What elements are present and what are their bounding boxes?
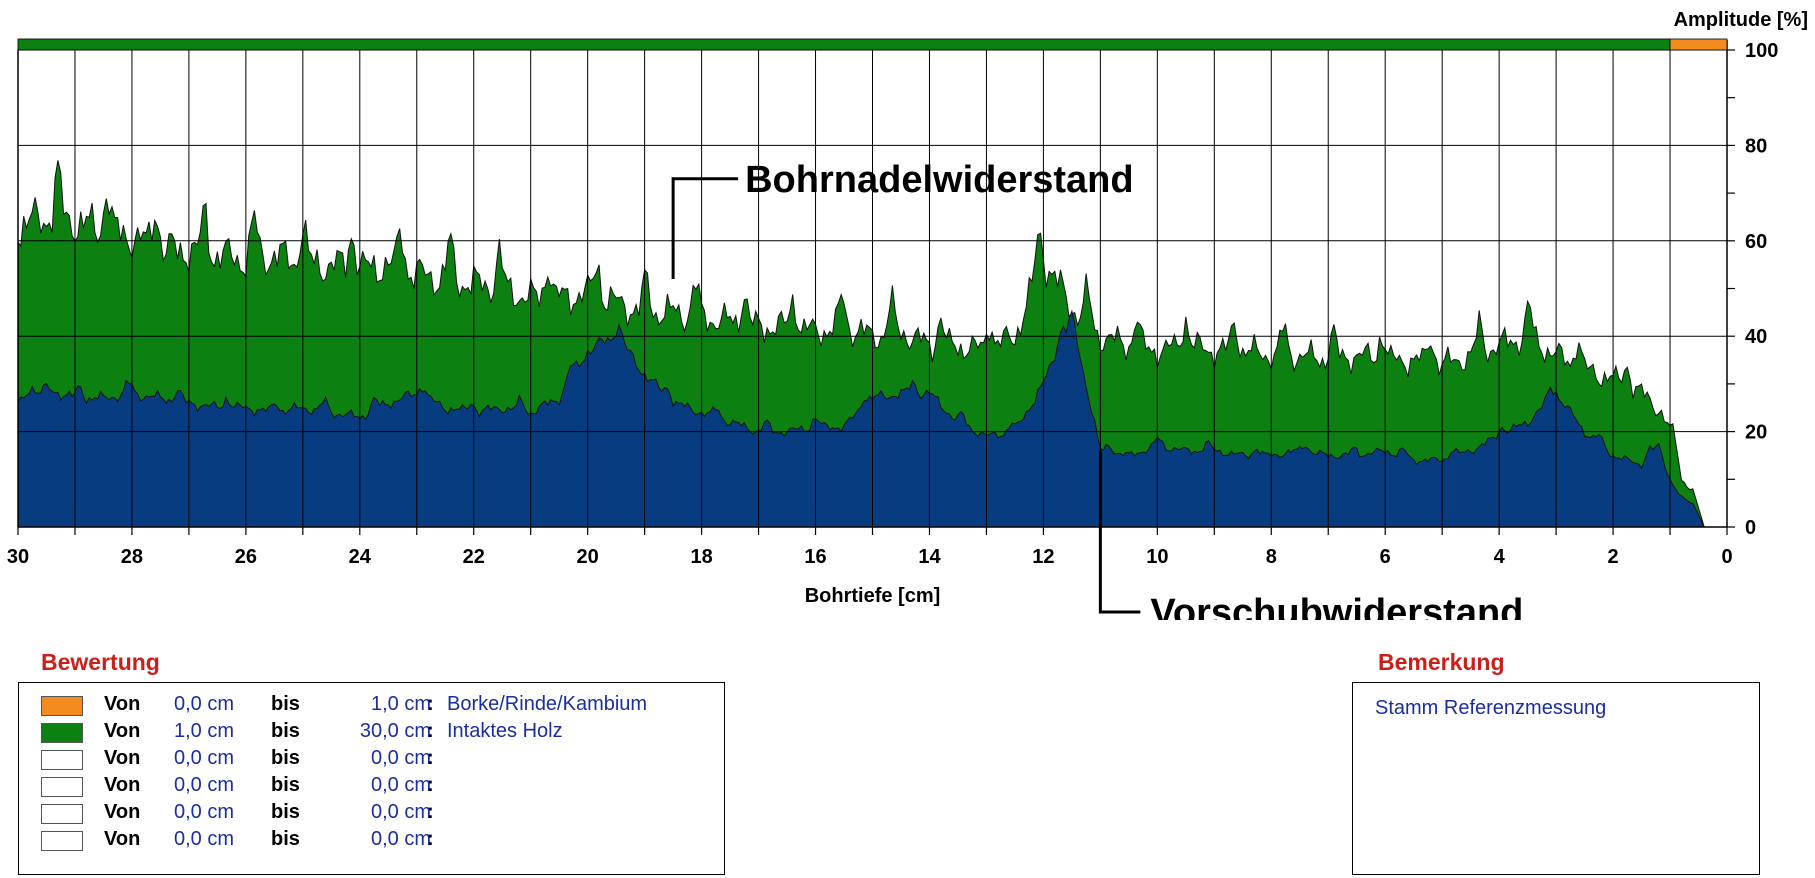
y-tick-label: 0 bbox=[1745, 517, 1756, 539]
annotation-line-drill bbox=[671, 177, 739, 279]
legend-colon: : bbox=[427, 693, 434, 715]
x-tick-label: 26 bbox=[235, 546, 257, 568]
legend-bis-label: bis bbox=[271, 828, 300, 850]
series-area-vorschubwiderstand bbox=[17, 309, 1705, 528]
legend-row: Von 0,0 cm bis 1,0 cm: Borke/Rinde/Kambium bbox=[19, 693, 724, 720]
x-tick-label: 30 bbox=[7, 546, 29, 568]
legend-bis-label: bis bbox=[271, 774, 300, 796]
x-tick-label: 2 bbox=[1608, 546, 1619, 568]
legend-to-value: 0,0 cm bbox=[370, 774, 431, 796]
remark-title: Bemerkung bbox=[1378, 649, 1505, 675]
x-tick-label: 20 bbox=[577, 546, 599, 568]
legend-colon: : bbox=[427, 774, 434, 796]
legend-to-value: 0,0 cm bbox=[370, 828, 431, 850]
top-bar-segment bbox=[17, 38, 1671, 51]
top-bar-segment bbox=[1669, 38, 1728, 51]
legend-row: Von 1,0 cm bis 30,0 cm: Intaktes Holz bbox=[19, 720, 724, 747]
x-tick-label: 24 bbox=[349, 546, 372, 568]
y-tick-label: 80 bbox=[1745, 135, 1767, 157]
legend-von-label: Von bbox=[104, 720, 141, 742]
legend-von-label: Von bbox=[104, 801, 141, 823]
legend-von-label: Von bbox=[104, 774, 141, 796]
y-tick-label: 20 bbox=[1745, 422, 1767, 444]
legend-from-value: 0,0 cm bbox=[174, 693, 235, 715]
legend-swatch bbox=[41, 831, 83, 851]
legend-swatch bbox=[41, 723, 83, 743]
legend-von-label: Von bbox=[104, 747, 141, 769]
legend-row: Von 0,0 cm bis 0,0 cm: bbox=[19, 801, 724, 828]
x-tick-label: 12 bbox=[1032, 546, 1054, 568]
y-axis-label: Amplitude [%] bbox=[1674, 9, 1808, 31]
legend-to-value: 0,0 cm bbox=[370, 801, 431, 823]
legend-swatch bbox=[41, 750, 83, 770]
legend-bis-label: bis bbox=[271, 693, 300, 715]
y-tick-label: 40 bbox=[1745, 326, 1767, 348]
legend-from-value: 0,0 cm bbox=[174, 801, 235, 823]
x-tick-label: 6 bbox=[1380, 546, 1391, 568]
y-tick-label: 100 bbox=[1745, 40, 1778, 62]
legend-swatch bbox=[41, 696, 83, 716]
legend-to-value: 30,0 cm bbox=[359, 720, 431, 742]
legend-to-value: 1,0 cm bbox=[370, 693, 431, 715]
annotation-line-feed bbox=[1098, 450, 1141, 614]
remark-text: Stamm Referenzmessung bbox=[1375, 697, 1607, 719]
legend-to-value: 0,0 cm bbox=[370, 747, 431, 769]
y-tick-label: 60 bbox=[1745, 231, 1767, 253]
annotation-feed: Vorschubwiderstand bbox=[1150, 592, 1523, 620]
legend-description: Borke/Rinde/Kambium bbox=[447, 693, 648, 715]
legend-from-value: 1,0 cm bbox=[174, 720, 235, 742]
x-tick-label: 0 bbox=[1721, 546, 1732, 568]
legend-bis-label: bis bbox=[271, 720, 300, 742]
legend-title: Bewertung bbox=[41, 649, 160, 675]
legend-from-value: 0,0 cm bbox=[174, 828, 235, 850]
legend-swatch bbox=[41, 804, 83, 824]
annotation-drill: Bohrnadelwiderstand bbox=[745, 159, 1134, 201]
x-tick-label: 10 bbox=[1146, 546, 1168, 568]
legend-colon: : bbox=[427, 801, 434, 823]
legend-von-label: Von bbox=[104, 693, 141, 715]
x-tick-label: 16 bbox=[804, 546, 826, 568]
x-tick-label: 18 bbox=[690, 546, 712, 568]
legend-bis-label: bis bbox=[271, 747, 300, 769]
legend-row: Von 0,0 cm bis 0,0 cm: bbox=[19, 828, 724, 855]
legend-swatch bbox=[41, 777, 83, 797]
legend-colon: : bbox=[427, 828, 434, 850]
legend-from-value: 0,0 cm bbox=[174, 774, 235, 796]
x-axis-label: Bohrtiefe [cm] bbox=[805, 585, 941, 607]
legend-from-value: 0,0 cm bbox=[174, 747, 235, 769]
legend-row: Von 0,0 cm bis 0,0 cm: bbox=[19, 774, 724, 801]
legend-colon: : bbox=[427, 747, 434, 769]
legend-bis-label: bis bbox=[271, 801, 300, 823]
legend-row: Von 0,0 cm bis 0,0 cm: bbox=[19, 747, 724, 774]
x-tick-label: 28 bbox=[121, 546, 143, 568]
legend-box: Von 0,0 cm bis 1,0 cm: Borke/Rinde/Kambium Vo… bbox=[18, 682, 725, 875]
legend-von-label: Von bbox=[104, 828, 141, 850]
x-tick-label: 8 bbox=[1266, 546, 1277, 568]
x-tick-label: 4 bbox=[1494, 546, 1506, 568]
legend-colon: : bbox=[427, 720, 434, 742]
remark-box: Stamm Referenzmessung bbox=[1352, 682, 1760, 875]
x-tick-label: 14 bbox=[918, 546, 941, 568]
legend-description: Intaktes Holz bbox=[447, 720, 563, 742]
x-tick-label: 22 bbox=[463, 546, 485, 568]
